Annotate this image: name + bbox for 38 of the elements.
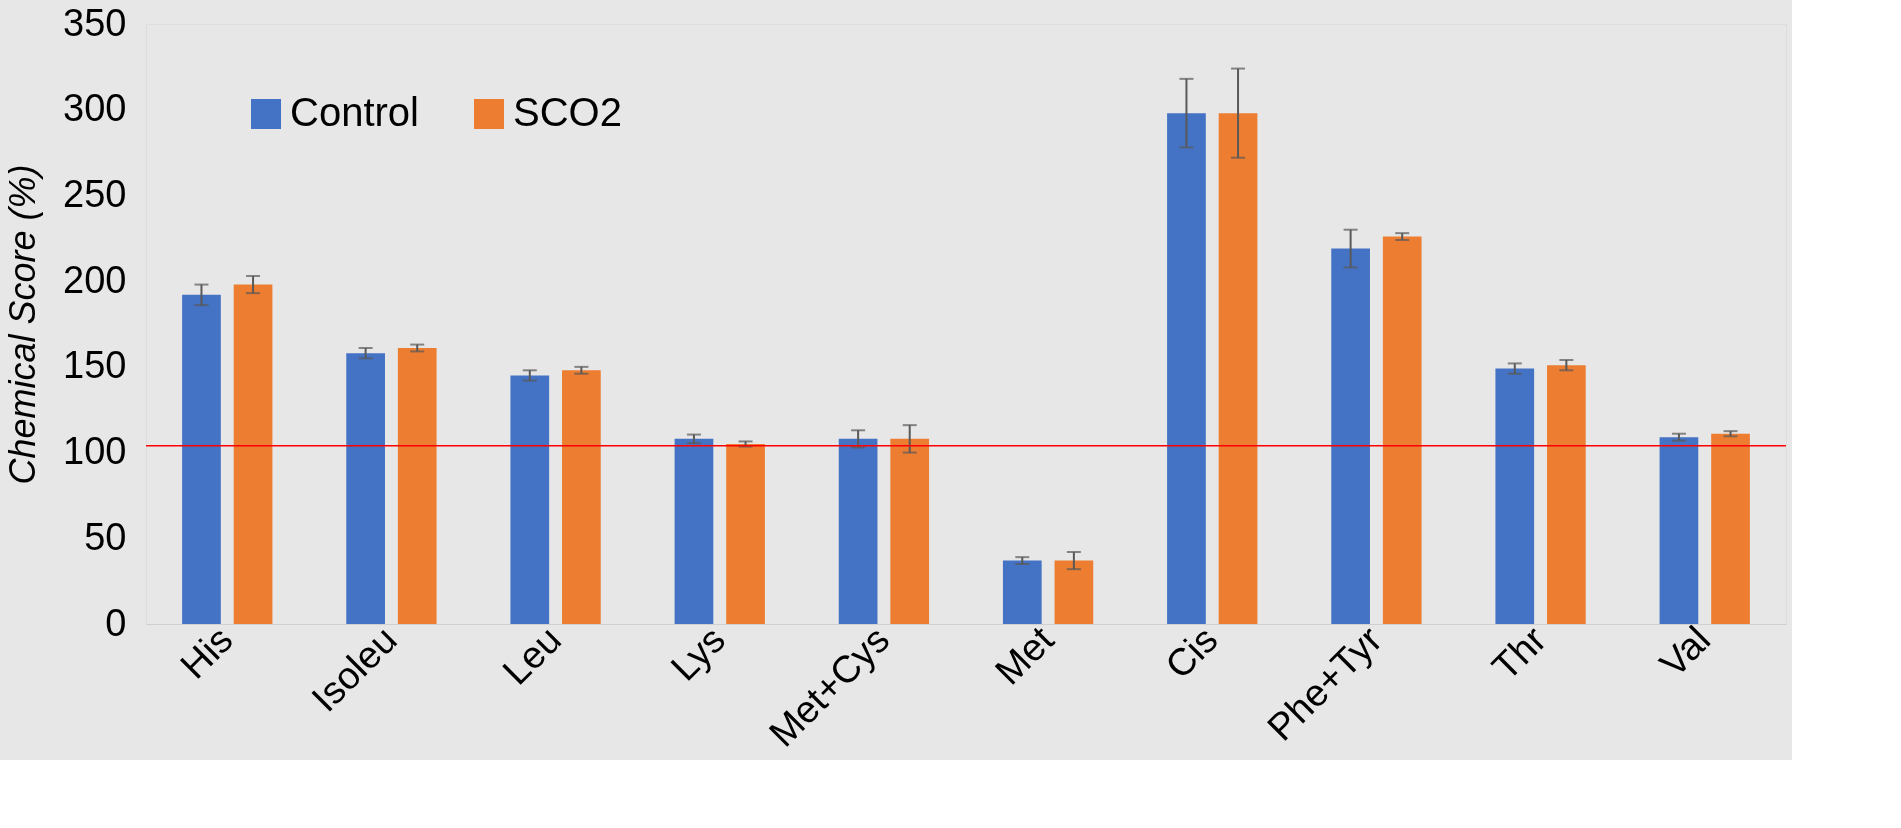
x-tick-label: Leu (494, 618, 570, 693)
y-tick-label: 200 (63, 258, 127, 301)
bar (890, 438, 930, 624)
bar (1495, 368, 1535, 624)
x-tick-label: Cis (1157, 618, 1226, 687)
y-tick-label: 100 (63, 430, 127, 473)
legend-label: SCO2 (513, 90, 622, 134)
x-tick-label: Lys (662, 618, 734, 689)
bar (1054, 560, 1094, 624)
bar (562, 370, 601, 624)
y-tick-label: 250 (63, 172, 127, 215)
x-tick-label: Met (987, 617, 1062, 693)
y-tick-label: 50 (84, 515, 127, 558)
y-tick-label: 350 (63, 1, 127, 44)
bar (1002, 560, 1042, 624)
bar (726, 444, 765, 624)
y-tick-label: 150 (63, 344, 127, 387)
bar (233, 284, 273, 624)
bar (346, 353, 385, 624)
y-tick-label: 0 (105, 601, 127, 644)
y-axis-title: Chemical Score (%) (2, 164, 44, 485)
x-tick-label: Val (1651, 618, 1719, 685)
bar (510, 375, 550, 624)
bar (397, 348, 437, 624)
bar (838, 438, 878, 624)
x-tick-label: Thr (1484, 617, 1555, 689)
bar (1547, 365, 1586, 624)
legend-label: Control (290, 90, 419, 134)
bar (1218, 113, 1258, 624)
bar (1382, 236, 1422, 624)
bar (1659, 437, 1699, 624)
bar (674, 438, 714, 624)
bar (1167, 113, 1206, 624)
bar (1331, 248, 1370, 624)
bar (182, 294, 221, 624)
x-tick-label: His (172, 618, 241, 687)
y-tick-label: 300 (63, 87, 127, 130)
bar (1711, 433, 1750, 624)
